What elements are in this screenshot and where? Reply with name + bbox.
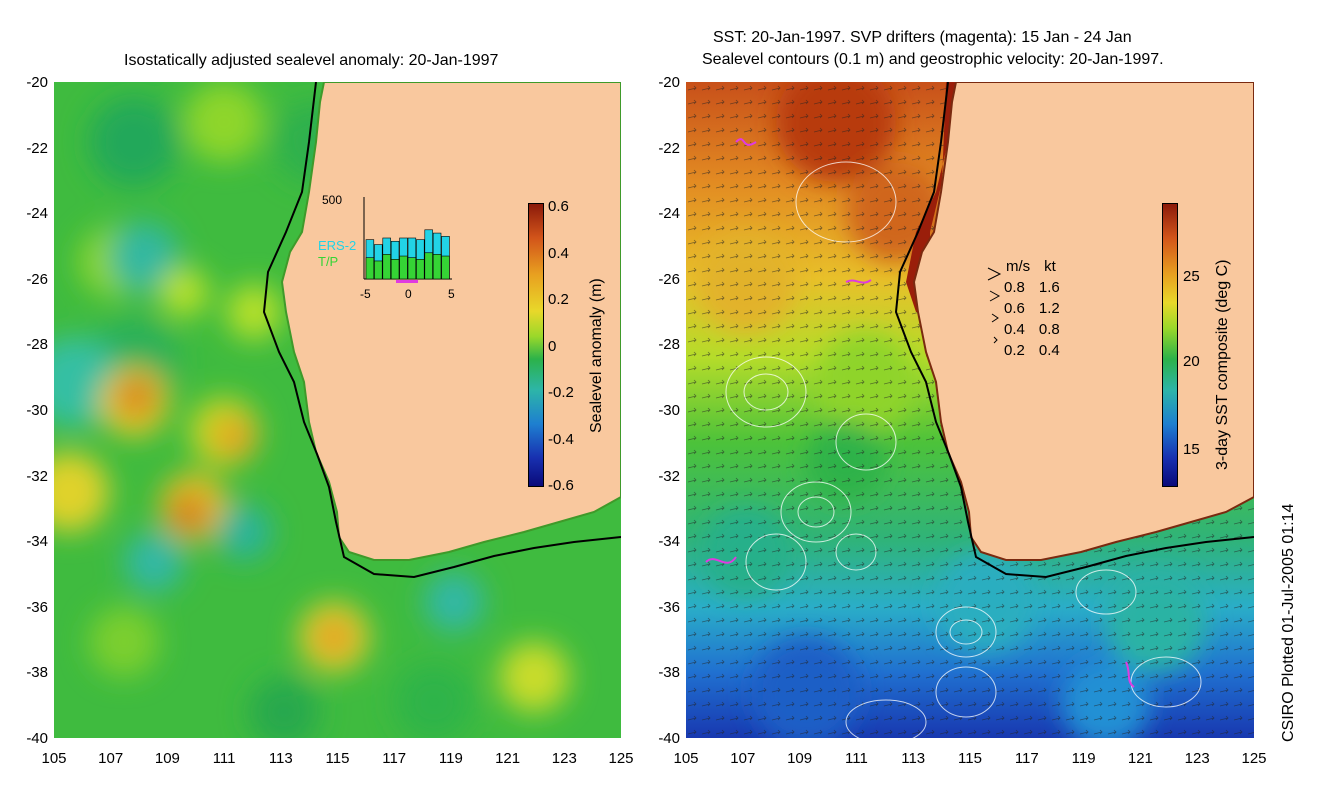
x-tick-label: 121 <box>495 750 521 767</box>
colorbar-tick-label: 0 <box>548 337 557 355</box>
y-tick-label: -22 <box>658 139 680 157</box>
x-tick-label: 125 <box>608 750 634 767</box>
y-tick-label: -20 <box>26 74 48 91</box>
sealevel-colorbar <box>528 203 544 487</box>
x-tick-label: 125 <box>1241 750 1267 767</box>
x-tick-label: 123 <box>551 750 577 767</box>
x-tick-label: 121 <box>1127 750 1153 767</box>
x-tick-label: 119 <box>438 750 463 767</box>
y-tick-label: -36 <box>658 598 680 616</box>
sealevel-anomaly-map: 500 ERS-2 T/P -5 0 5 <box>54 82 621 738</box>
inset-bar-tp <box>399 255 408 280</box>
right-panel-title-line1: SST: 20-Jan-1997. SVP drifters (magenta)… <box>713 29 1132 46</box>
inset-legend-tp: T/P <box>318 254 338 269</box>
y-tick-label: -40 <box>658 730 680 747</box>
velocity-legend-header-ms: m/s <box>1006 258 1031 275</box>
sst-colorbar-label: 3-day SST composite (deg C) <box>1214 259 1231 470</box>
x-tick-label: 117 <box>382 750 407 767</box>
y-tick-label: -38 <box>26 664 48 682</box>
y-tick-label: -36 <box>26 598 48 616</box>
colorbar-tick-label: 0.2 <box>548 291 569 308</box>
y-tick-label: -24 <box>658 205 680 223</box>
plot-credit: CSIRO Plotted 01-Jul-2005 01:14 <box>1280 503 1297 742</box>
x-tick-label: 109 <box>154 750 180 767</box>
x-tick-label: 107 <box>98 750 124 767</box>
velocity-legend: m/s kt 0.8 1.6 0.6 1.2 0.4 0.8 0.2 0.4 <box>1004 256 1060 361</box>
y-tick-label: -34 <box>658 533 680 551</box>
inset-bar-tp <box>374 260 383 280</box>
y-tick-label: -30 <box>658 402 680 419</box>
inset-xtick: -5 <box>360 287 371 301</box>
y-tick-label: -30 <box>26 402 48 419</box>
inset-legend-ers2: ERS-2 <box>318 238 356 253</box>
inset-xtick: 0 <box>405 287 412 301</box>
colorbar-tick-label: 0.6 <box>548 198 569 215</box>
y-tick-label: -24 <box>26 205 48 223</box>
inset-bar-tp <box>390 259 400 280</box>
velocity-legend-row: 0.8 1.6 <box>1004 277 1060 298</box>
inset-ymax: 500 <box>322 193 342 207</box>
sst-colorbar <box>1162 203 1178 487</box>
inset-bar-tp <box>441 255 450 280</box>
velocity-kt: 1.2 <box>1038 300 1060 317</box>
velocity-legend-arrows <box>987 267 1002 344</box>
velocity-legend-row: 0.6 1.2 <box>1004 298 1060 319</box>
x-tick-label: 119 <box>1071 750 1096 767</box>
velocity-ms: 0.4 <box>1004 321 1025 338</box>
x-tick-label: 105 <box>41 750 67 767</box>
colorbar-tick-label: 20 <box>1183 353 1200 370</box>
x-tick-label: 111 <box>844 750 868 767</box>
velocity-legend-row: 0.2 0.4 <box>1004 340 1060 361</box>
x-tick-label: 123 <box>1184 750 1210 767</box>
velocity-kt: 0.4 <box>1038 342 1060 359</box>
y-tick-label: -32 <box>658 467 680 485</box>
colorbar-tick-label: -0.6 <box>548 477 574 494</box>
sealevel-colorbar-label: Sealevel anomaly (m) <box>588 278 605 433</box>
inset-bar-tp <box>382 254 391 280</box>
velocity-legend-row: 0.4 0.8 <box>1004 319 1060 340</box>
y-tick-label: -26 <box>26 270 48 288</box>
x-tick-label: 115 <box>325 750 350 767</box>
velocity-ms: 0.8 <box>1004 279 1025 296</box>
colorbar-tick-label: -0.4 <box>548 430 574 448</box>
inset-bar-tp <box>432 254 442 280</box>
x-tick-label: 117 <box>1014 750 1039 767</box>
inset-bar-tp <box>365 257 375 280</box>
colorbar-tick-label: 0.4 <box>548 244 569 262</box>
colorbar-tick-label: 25 <box>1183 268 1200 285</box>
x-tick-label: 115 <box>958 750 982 767</box>
colorbar-tick-label: 15 <box>1183 441 1200 458</box>
x-tick-label: 105 <box>673 750 699 767</box>
sst-map <box>686 82 1254 738</box>
velocity-legend-header-kt: kt <box>1044 258 1056 275</box>
right-panel-title-line2: Sealevel contours (0.1 m) and geostrophi… <box>702 51 1164 68</box>
left-panel-title: Isostatically adjusted sealevel anomaly:… <box>124 52 499 69</box>
velocity-kt: 1.6 <box>1038 279 1060 296</box>
x-tick-label: 109 <box>787 750 813 767</box>
velocity-ms: 0.2 <box>1004 342 1025 359</box>
inset-bar-tp <box>416 259 425 280</box>
x-tick-label: 113 <box>901 750 926 767</box>
coverage-inset: 500 ERS-2 T/P -5 0 5 <box>318 193 455 301</box>
y-tick-label: -22 <box>26 139 48 157</box>
y-tick-label: -34 <box>26 533 48 551</box>
y-tick-label: -38 <box>658 664 680 682</box>
inset-bar-tp <box>424 252 433 280</box>
y-tick-label: -28 <box>658 336 680 354</box>
colorbar-tick-label: -0.2 <box>548 384 574 401</box>
inset-xtick: 5 <box>448 287 455 301</box>
y-tick-label: -20 <box>658 74 680 91</box>
x-tick-label: 111 <box>212 750 236 767</box>
y-tick-label: -26 <box>658 270 680 288</box>
y-tick-label: -28 <box>26 336 48 354</box>
inset-bar-tp <box>407 257 417 280</box>
velocity-kt: 0.8 <box>1038 321 1060 338</box>
x-tick-label: 107 <box>730 750 756 767</box>
y-tick-label: -32 <box>26 467 48 485</box>
velocity-ms: 0.6 <box>1004 300 1025 317</box>
y-tick-label: -40 <box>26 730 48 747</box>
x-tick-label: 113 <box>268 750 293 767</box>
